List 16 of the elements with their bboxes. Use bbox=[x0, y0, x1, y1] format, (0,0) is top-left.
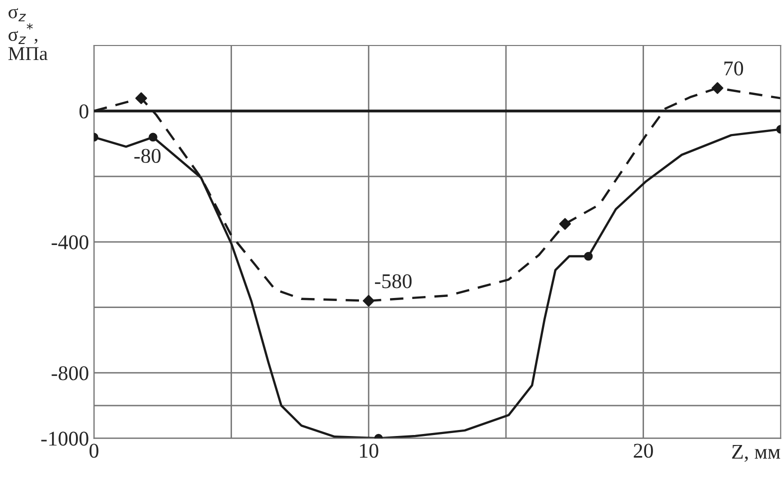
x-tick-label: 0 bbox=[90, 444, 98, 458]
y-tick-label: -800 bbox=[52, 366, 88, 380]
point bbox=[362, 294, 375, 307]
x-axis-title: Z, мм bbox=[732, 444, 780, 462]
point bbox=[135, 92, 148, 104]
x-tick-label: 20 bbox=[634, 444, 653, 458]
point bbox=[559, 218, 571, 230]
y-tick-label: -1000 bbox=[41, 432, 88, 446]
y-tick-label: -400 bbox=[52, 235, 88, 250]
y-tick-label: 0 bbox=[79, 104, 88, 118]
x-tick-label: 10 bbox=[360, 444, 378, 458]
annotation: -580 bbox=[374, 274, 412, 288]
y-axis-title: σ$_{z}$ σ$_{z}$$^{*}$, МПа bbox=[8, 8, 48, 60]
annotation: 70 bbox=[724, 61, 744, 76]
annotation: -80 bbox=[134, 148, 161, 163]
point bbox=[712, 82, 724, 94]
